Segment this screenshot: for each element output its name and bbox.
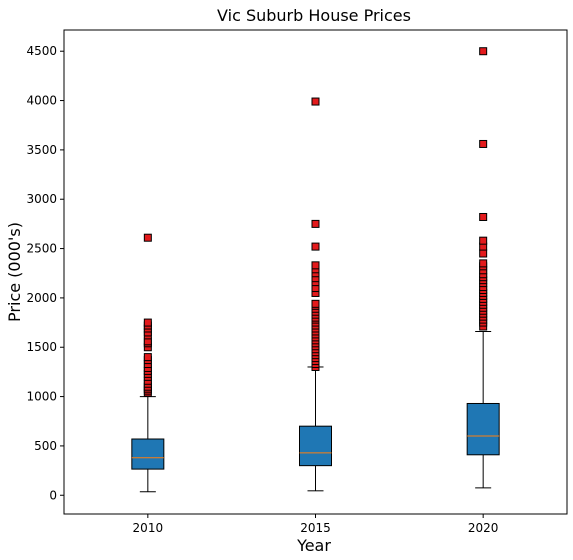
- outlier-point: [479, 212, 488, 221]
- outlier-point: [479, 259, 488, 268]
- y-tick-label: 500: [34, 439, 57, 453]
- y-tick-label: 0: [49, 488, 57, 502]
- outlier-point: [311, 97, 320, 106]
- outlier-point: [311, 242, 320, 251]
- outlier-point: [311, 299, 320, 308]
- outlier-point: [311, 219, 320, 228]
- x-tick-label: 2020: [468, 521, 499, 535]
- y-tick-label: 4000: [26, 94, 57, 108]
- x-tick-label: 2010: [133, 521, 164, 535]
- y-tick-label: 1000: [26, 390, 57, 404]
- outlier-point: [143, 318, 152, 327]
- y-axis-label: Price (000's): [5, 222, 24, 322]
- y-tick-label: 2000: [26, 291, 57, 305]
- y-tick-label: 3000: [26, 192, 57, 206]
- outlier-point: [479, 236, 488, 245]
- x-axis: 2010 2015 2020: [133, 514, 499, 535]
- box-group-2015: [299, 97, 332, 492]
- outlier-point: [479, 139, 488, 148]
- y-tick-label: 3500: [26, 143, 57, 157]
- y-axis: 0 500 1000 1500 2000 2500 3000 3500 4000 4500: [26, 44, 64, 502]
- box-iqr: [131, 438, 165, 470]
- x-tick-label: 2015: [300, 521, 331, 535]
- box-iqr: [299, 425, 332, 467]
- plot-area: [131, 47, 500, 493]
- box-group-2020: [466, 47, 500, 489]
- plot-frame: [63, 29, 568, 515]
- outlier-point: [143, 353, 152, 362]
- outlier-point: [311, 261, 320, 270]
- chart-title: Vic Suburb House Prices: [217, 6, 411, 25]
- outlier-point: [479, 249, 488, 258]
- x-axis-label: Year: [296, 536, 331, 555]
- box-group-2010: [131, 233, 165, 493]
- outlier-point: [143, 233, 152, 242]
- box-iqr: [466, 402, 500, 456]
- y-tick-label: 4500: [26, 44, 57, 58]
- y-tick-label: 1500: [26, 340, 57, 354]
- outlier-point: [479, 47, 488, 56]
- y-tick-label: 2500: [26, 242, 57, 256]
